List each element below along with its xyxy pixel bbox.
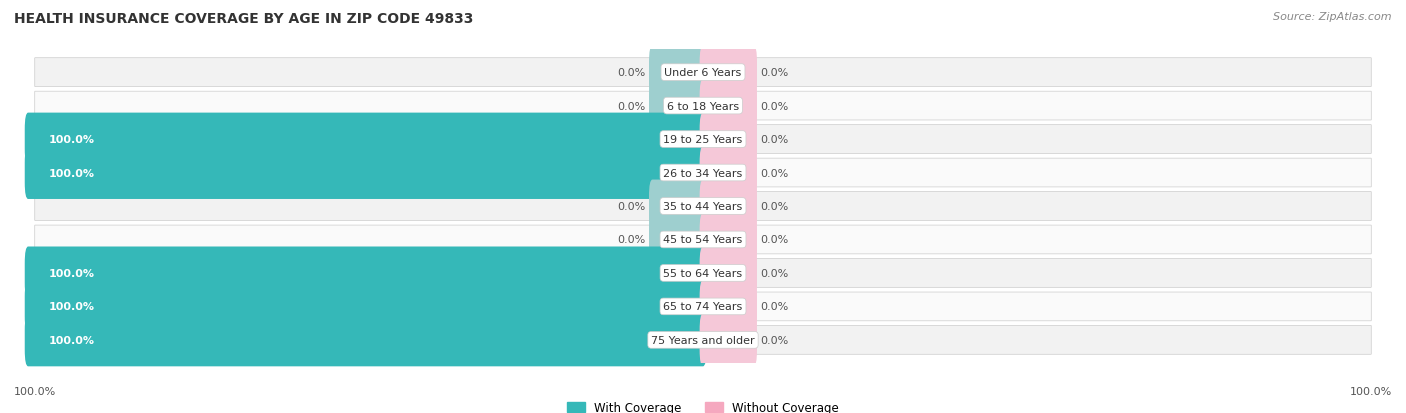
- Text: 0.0%: 0.0%: [761, 68, 789, 78]
- Text: Source: ZipAtlas.com: Source: ZipAtlas.com: [1274, 12, 1392, 22]
- FancyBboxPatch shape: [25, 314, 706, 366]
- FancyBboxPatch shape: [25, 113, 706, 166]
- FancyBboxPatch shape: [25, 280, 706, 333]
- Text: 0.0%: 0.0%: [761, 135, 789, 145]
- FancyBboxPatch shape: [25, 247, 706, 300]
- Text: 55 to 64 Years: 55 to 64 Years: [664, 268, 742, 278]
- Text: 6 to 18 Years: 6 to 18 Years: [666, 101, 740, 112]
- FancyBboxPatch shape: [35, 92, 1371, 121]
- Text: 0.0%: 0.0%: [761, 335, 789, 345]
- FancyBboxPatch shape: [700, 47, 756, 99]
- FancyBboxPatch shape: [35, 259, 1371, 287]
- Text: 19 to 25 Years: 19 to 25 Years: [664, 135, 742, 145]
- Text: 0.0%: 0.0%: [617, 202, 645, 211]
- FancyBboxPatch shape: [25, 147, 706, 199]
- Text: 0.0%: 0.0%: [761, 268, 789, 278]
- Text: Under 6 Years: Under 6 Years: [665, 68, 741, 78]
- FancyBboxPatch shape: [35, 126, 1371, 154]
- Text: 100.0%: 100.0%: [14, 387, 56, 396]
- FancyBboxPatch shape: [700, 314, 756, 366]
- FancyBboxPatch shape: [650, 180, 706, 233]
- Text: 0.0%: 0.0%: [761, 202, 789, 211]
- Text: 35 to 44 Years: 35 to 44 Years: [664, 202, 742, 211]
- Text: 0.0%: 0.0%: [761, 301, 789, 312]
- Legend: With Coverage, Without Coverage: With Coverage, Without Coverage: [567, 401, 839, 413]
- Text: 100.0%: 100.0%: [48, 135, 94, 145]
- FancyBboxPatch shape: [700, 147, 756, 199]
- Text: 75 Years and older: 75 Years and older: [651, 335, 755, 345]
- Text: 100.0%: 100.0%: [48, 268, 94, 278]
- Text: 100.0%: 100.0%: [1350, 387, 1392, 396]
- Text: 0.0%: 0.0%: [617, 235, 645, 245]
- FancyBboxPatch shape: [700, 214, 756, 266]
- FancyBboxPatch shape: [35, 59, 1371, 87]
- FancyBboxPatch shape: [650, 80, 706, 133]
- FancyBboxPatch shape: [700, 113, 756, 166]
- FancyBboxPatch shape: [700, 280, 756, 333]
- Text: 0.0%: 0.0%: [761, 101, 789, 112]
- Text: 65 to 74 Years: 65 to 74 Years: [664, 301, 742, 312]
- Text: 45 to 54 Years: 45 to 54 Years: [664, 235, 742, 245]
- FancyBboxPatch shape: [35, 292, 1371, 321]
- Text: 100.0%: 100.0%: [48, 168, 94, 178]
- Text: HEALTH INSURANCE COVERAGE BY AGE IN ZIP CODE 49833: HEALTH INSURANCE COVERAGE BY AGE IN ZIP …: [14, 12, 474, 26]
- FancyBboxPatch shape: [700, 80, 756, 133]
- FancyBboxPatch shape: [650, 47, 706, 99]
- FancyBboxPatch shape: [35, 159, 1371, 188]
- Text: 0.0%: 0.0%: [761, 235, 789, 245]
- FancyBboxPatch shape: [35, 192, 1371, 221]
- FancyBboxPatch shape: [35, 326, 1371, 354]
- Text: 0.0%: 0.0%: [761, 168, 789, 178]
- Text: 0.0%: 0.0%: [617, 68, 645, 78]
- Text: 26 to 34 Years: 26 to 34 Years: [664, 168, 742, 178]
- Text: 0.0%: 0.0%: [617, 101, 645, 112]
- Text: 100.0%: 100.0%: [48, 301, 94, 312]
- FancyBboxPatch shape: [700, 247, 756, 300]
- FancyBboxPatch shape: [650, 214, 706, 266]
- FancyBboxPatch shape: [35, 225, 1371, 254]
- FancyBboxPatch shape: [700, 180, 756, 233]
- Text: 100.0%: 100.0%: [48, 335, 94, 345]
